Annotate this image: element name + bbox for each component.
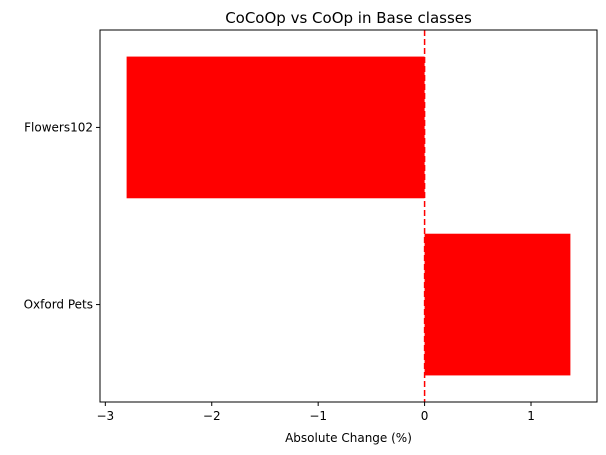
bar-oxford-pets	[424, 233, 571, 376]
bar-flowers102	[126, 56, 425, 199]
y-tick-label: Flowers102	[24, 120, 93, 134]
x-tick-label: −1	[309, 409, 327, 423]
axes-frame	[99, 29, 598, 403]
x-tick-label: 0	[421, 409, 429, 423]
x-axis-label: Absolute Change (%)	[285, 431, 412, 445]
x-axis: −3 −2 −1 0 1	[96, 402, 535, 423]
y-axis: Flowers102 Oxford Pets	[24, 120, 100, 312]
chart-title: CoCoOp vs CoOp in Base classes	[225, 9, 472, 27]
plot-area	[126, 30, 571, 402]
y-tick-label: Oxford Pets	[24, 298, 93, 312]
x-tick-label: −2	[203, 409, 221, 423]
x-tick-label: −3	[96, 409, 114, 423]
x-tick-label: 1	[527, 409, 535, 423]
